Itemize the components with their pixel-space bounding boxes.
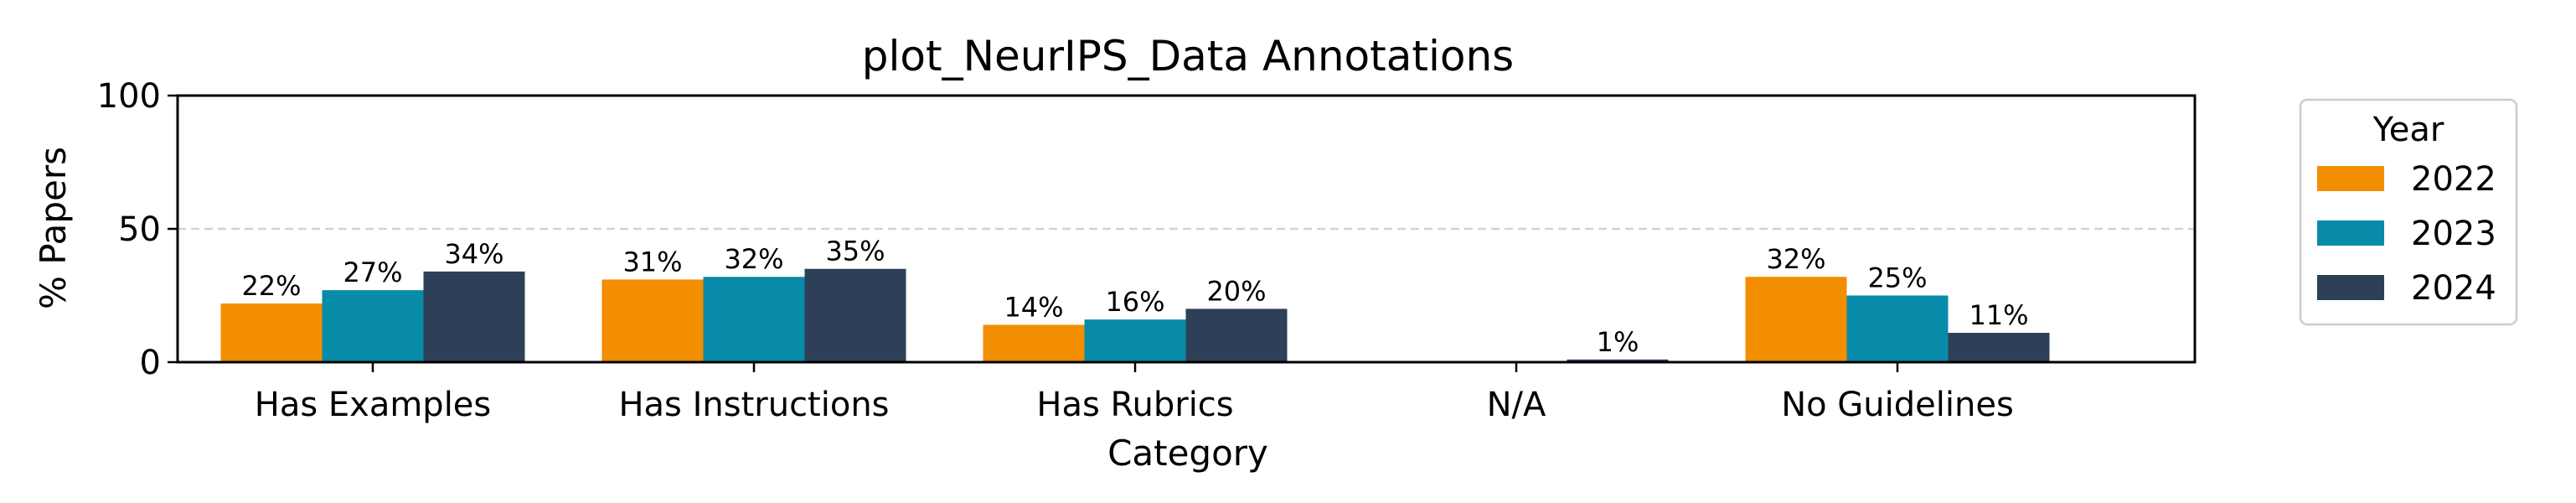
x-tick-label: Has Examples bbox=[255, 386, 492, 424]
legend-swatch-2022 bbox=[2317, 166, 2384, 191]
y-tick-label: 100 bbox=[97, 77, 161, 116]
data-label: 34% bbox=[444, 238, 503, 270]
chart-title: plot_NeurIPS_Data Annotations bbox=[862, 32, 1514, 80]
data-label: 31% bbox=[622, 246, 682, 277]
bar-2022 bbox=[220, 303, 323, 362]
data-label: 25% bbox=[1867, 262, 1927, 294]
y-axis-ticks: 0 50 100 bbox=[97, 77, 178, 382]
bar-2023 bbox=[322, 290, 424, 362]
y-axis-label: % Papers bbox=[33, 147, 74, 309]
bar-2024 bbox=[1948, 333, 2050, 362]
data-label: 11% bbox=[1969, 299, 2028, 331]
bar-2024 bbox=[423, 271, 525, 362]
bar-2023 bbox=[703, 277, 805, 362]
x-axis-ticks: Has Examples Has Instructions Has Rubrics N… bbox=[255, 362, 2014, 424]
legend-swatch-2023 bbox=[2317, 220, 2384, 246]
data-label: 32% bbox=[1766, 243, 1825, 275]
data-label: 16% bbox=[1105, 286, 1164, 318]
x-tick-label: N/A bbox=[1487, 386, 1546, 424]
legend-frame bbox=[2299, 98, 2518, 326]
y-tick-label: 50 bbox=[118, 210, 161, 249]
bar-2022 bbox=[983, 324, 1085, 362]
legend-label-2023: 2023 bbox=[2411, 215, 2496, 253]
legend-label-2024: 2024 bbox=[2411, 269, 2496, 308]
data-label: 20% bbox=[1206, 275, 1266, 307]
x-axis-label: Category bbox=[1107, 433, 1268, 474]
bar-2023 bbox=[1846, 295, 1949, 362]
data-label: 22% bbox=[241, 270, 301, 302]
legend-label-2022: 2022 bbox=[2411, 160, 2496, 199]
bar-2023 bbox=[1084, 319, 1186, 362]
bar-2024 bbox=[804, 268, 906, 362]
bar-2024 bbox=[1185, 309, 1288, 362]
data-labels: 22% 31% 14% 32% 27% 32% 16% 25% 34% 35% 20% 1% 11% bbox=[241, 236, 2028, 358]
x-tick-label: Has Rubrics bbox=[1036, 386, 1233, 424]
bar-2024 bbox=[1567, 359, 1669, 362]
legend-swatch-2024 bbox=[2317, 275, 2384, 300]
data-label: 1% bbox=[1597, 326, 1639, 358]
data-label: 27% bbox=[343, 257, 402, 288]
legend: Year 2022 2023 2024 bbox=[2299, 98, 2518, 326]
bar-2022 bbox=[601, 279, 704, 362]
data-label: 35% bbox=[825, 236, 885, 267]
legend-items: 2022 2023 2024 bbox=[2317, 160, 2496, 308]
x-tick-label: Has Instructions bbox=[618, 386, 889, 424]
y-tick-label: 0 bbox=[140, 344, 161, 382]
bar-2022 bbox=[1745, 277, 1847, 362]
x-tick-label: No Guidelines bbox=[1781, 386, 2014, 424]
data-label: 14% bbox=[1004, 291, 1063, 323]
bars bbox=[220, 268, 2050, 362]
data-label: 32% bbox=[724, 243, 783, 275]
legend-title: Year bbox=[2372, 111, 2444, 149]
